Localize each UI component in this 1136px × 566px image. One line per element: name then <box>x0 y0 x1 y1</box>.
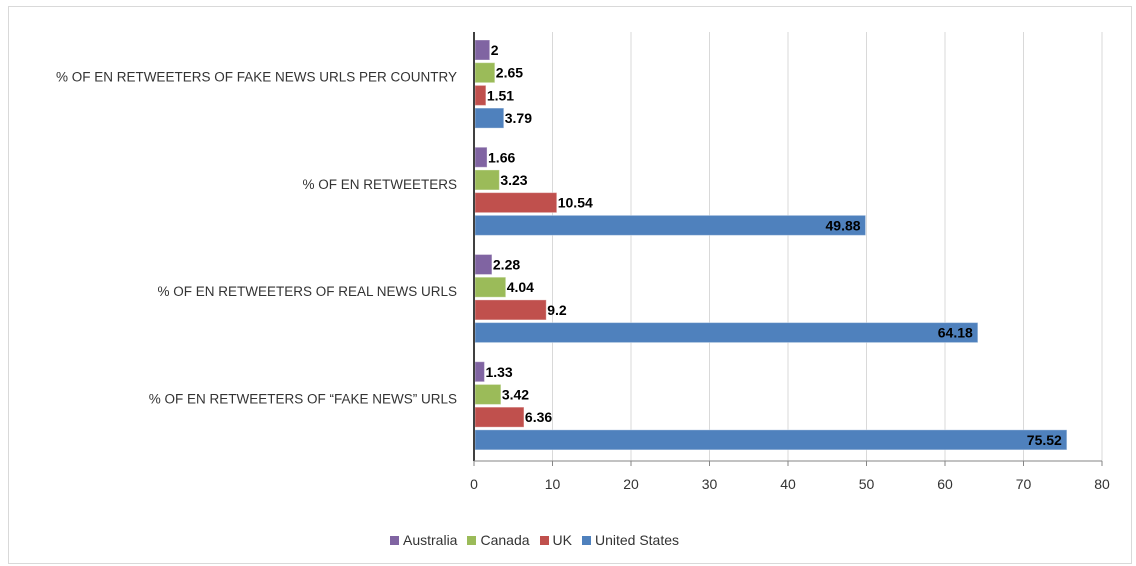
data-label-canada-2: 4.04 <box>507 279 534 295</box>
bar-united-states-0 <box>474 107 505 129</box>
legend-label-3: United States <box>594 532 680 548</box>
legend-label-1: Canada <box>480 532 530 548</box>
data-label-canada-1: 3.23 <box>500 172 527 188</box>
bars <box>474 39 1068 451</box>
x-tick-label-5: 50 <box>859 476 875 492</box>
labels: 2 2.65 1.51 3.79 % OF EN RETWEETERS OF FAKE … <box>56 42 1062 448</box>
data-label-united-states-1: 49.88 <box>826 217 861 233</box>
bar-uk-1 <box>474 192 558 214</box>
bar-australia-1 <box>474 146 488 168</box>
legend-swatch-1 <box>467 535 477 545</box>
bar-australia-2 <box>474 254 493 275</box>
x-tick-label-4: 40 <box>780 476 796 492</box>
legend-item-canada: Canada <box>467 532 530 548</box>
legend-item-united-states: United States <box>581 532 680 548</box>
x-tick-label-2: 20 <box>623 476 639 492</box>
data-label-united-states-0: 3.79 <box>505 110 532 126</box>
x-tick-label-1: 10 <box>545 476 561 492</box>
bar-united-states-3 <box>474 429 1068 451</box>
category-label-0: % OF EN RETWEETERS OF FAKE NEWS URLS PER… <box>56 70 457 85</box>
legend-item-australia: Australia <box>390 532 457 548</box>
category-label-1: % OF EN RETWEETERS <box>302 177 457 192</box>
bar-uk-0 <box>474 84 487 106</box>
category-label-2: % OF EN RETWEETERS OF REAL NEWS URLS <box>157 284 457 299</box>
bar-uk-2 <box>474 299 547 321</box>
category-label-3: % OF EN RETWEETERS OF “FAKE NEWS” URLS <box>149 391 457 406</box>
data-label-uk-2: 9.2 <box>547 302 567 318</box>
bar-canada-3 <box>474 383 502 405</box>
legend-item-uk: UK <box>539 532 572 548</box>
data-label-australia-0: 2 <box>491 42 499 58</box>
data-label-uk-0: 1.51 <box>487 87 514 103</box>
bar-australia-3 <box>474 361 485 383</box>
data-label-united-states-3: 75.52 <box>1027 432 1062 448</box>
legend-swatch-0 <box>390 535 399 545</box>
x-tick-label-0: 0 <box>470 476 478 492</box>
legend: Australia Canada UK United States <box>390 526 689 554</box>
bar-uk-3 <box>474 406 525 428</box>
x-tick-label-3: 30 <box>702 476 718 492</box>
x-tick-label-8: 80 <box>1094 476 1110 492</box>
bar-canada-1 <box>474 169 500 191</box>
bar-canada-2 <box>474 276 507 298</box>
data-label-uk-1: 10.54 <box>558 195 593 211</box>
data-label-uk-3: 6.36 <box>525 409 552 425</box>
gridlines <box>552 32 1103 461</box>
bar-australia-0 <box>474 39 491 61</box>
axes: 0 10 20 30 40 50 60 70 80 <box>470 32 1110 492</box>
data-label-australia-1: 1.66 <box>488 149 515 165</box>
data-label-australia-2: 2.28 <box>493 257 520 273</box>
x-tick-label-7: 70 <box>1016 476 1032 492</box>
x-tick-label-6: 60 <box>937 476 953 492</box>
data-label-australia-3: 1.33 <box>485 364 512 380</box>
legend-swatch-2 <box>539 535 549 545</box>
legend-label-0: Australia <box>403 532 458 548</box>
bar-united-states-1 <box>474 214 867 236</box>
data-label-canada-3: 3.42 <box>502 386 529 402</box>
data-label-canada-0: 2.65 <box>496 65 523 81</box>
data-label-united-states-2: 64.18 <box>938 325 973 341</box>
bar-canada-0 <box>474 62 496 84</box>
bar-united-states-2 <box>474 322 979 344</box>
legend-swatch-3 <box>581 535 591 545</box>
legend-label-2: UK <box>552 532 572 548</box>
